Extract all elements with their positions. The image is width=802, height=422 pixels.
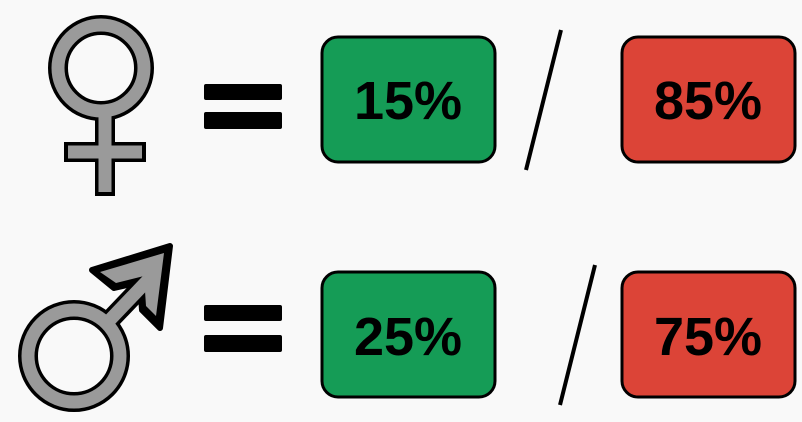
percent-label: 25% bbox=[354, 307, 462, 367]
slash bbox=[558, 264, 597, 406]
percent-label: 75% bbox=[654, 307, 762, 367]
female-symbol bbox=[48, 15, 154, 196]
percent-label: 15% bbox=[354, 71, 462, 131]
equals-sign bbox=[204, 305, 282, 352]
green-box bbox=[320, 270, 497, 399]
slash bbox=[524, 29, 563, 171]
red-box bbox=[620, 270, 797, 399]
male-symbol bbox=[18, 243, 173, 412]
percent-label: 85% bbox=[654, 71, 762, 131]
red-box bbox=[620, 35, 797, 164]
green-box bbox=[320, 35, 497, 164]
equals-sign bbox=[204, 84, 282, 129]
